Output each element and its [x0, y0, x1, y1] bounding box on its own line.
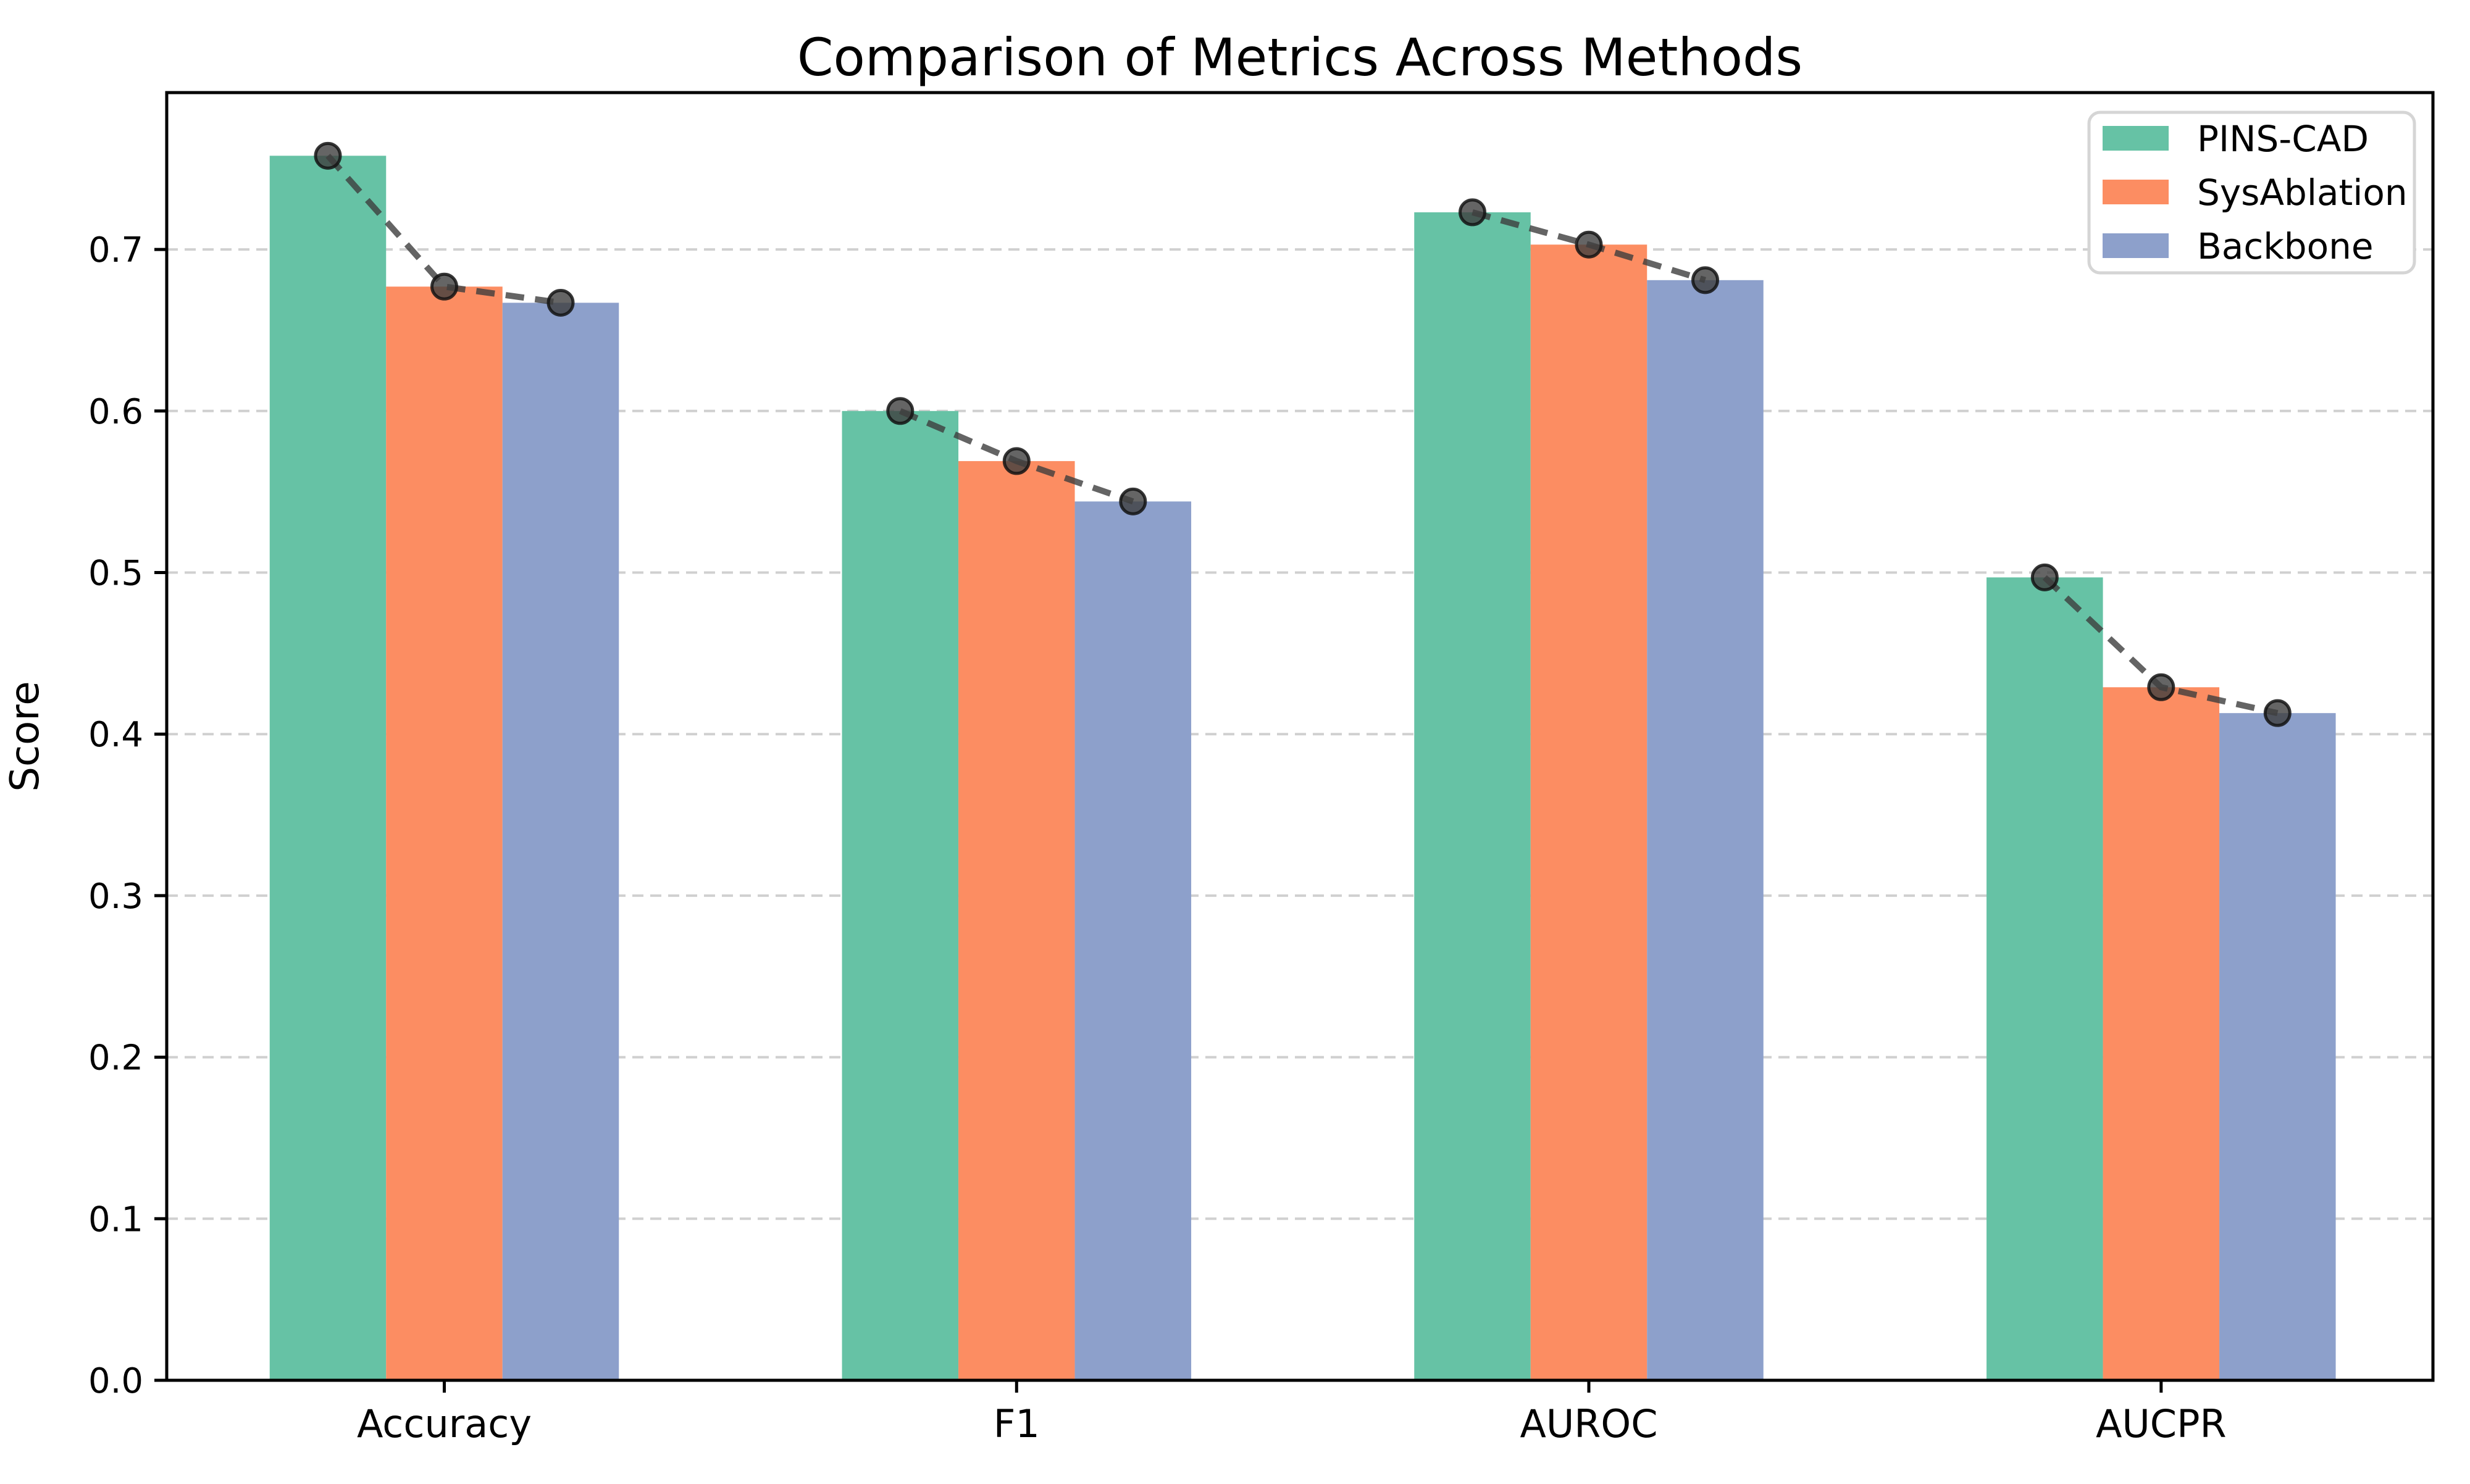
bar-sysablation-auroc: [1530, 244, 1647, 1380]
chart-title: Comparison of Metrics Across Methods: [797, 27, 1802, 88]
y-tick-label: 0.6: [88, 392, 143, 432]
overlay-marker: [2147, 673, 2175, 701]
x-tick-label: AUROC: [1520, 1401, 1658, 1446]
legend-label-sysablation: SysAblation: [2197, 172, 2408, 214]
x-tick-label: AUCPR: [2096, 1401, 2227, 1446]
y-axis-label: Score: [2, 681, 48, 791]
y-tick-label: 0.1: [88, 1199, 143, 1240]
legend-label-pins-cad: PINS-CAD: [2197, 118, 2369, 160]
overlay-line-accuracy: [325, 153, 561, 306]
bar-sysablation-aucpr: [2103, 687, 2220, 1380]
y-tick-label: 0.0: [88, 1361, 143, 1401]
ticks-layer: 0.0 0.1 0.2 0.3 0.4 0.5 0.6 0.7 Accuracy F1 AUROC A…: [88, 230, 2227, 1446]
bar-backbone-auroc: [1647, 280, 1764, 1380]
y-tick-label: 0.7: [88, 230, 143, 270]
overlay-marker: [430, 272, 458, 301]
legend-label-backbone: Backbone: [2197, 225, 2374, 267]
bar-backbone-accuracy: [502, 302, 619, 1381]
y-tick-label: 0.3: [88, 877, 143, 917]
y-tick-label: 0.4: [88, 715, 143, 755]
bars-layer: [269, 156, 2336, 1381]
overlay-marker: [1119, 487, 1147, 515]
overlay-marker: [1002, 447, 1031, 475]
legend-swatch-sysablation: [2103, 180, 2169, 204]
overlay-line-layer: [314, 141, 2292, 727]
overlay-marker: [546, 288, 575, 317]
legend-swatch-backbone: [2103, 233, 2169, 258]
bar-backbone-aucpr: [2219, 713, 2336, 1380]
legend-box: [2087, 110, 2416, 275]
bar-backbone-f1: [1074, 501, 1192, 1380]
y-tick-label: 0.2: [88, 1038, 143, 1078]
overlay-marker: [886, 397, 915, 425]
overlay-marker: [1575, 230, 1603, 259]
bar-sysablation-accuracy: [386, 286, 503, 1380]
overlay-marker: [314, 141, 342, 170]
legend-swatch-pins-cad: [2103, 126, 2169, 151]
overlay-marker: [2263, 699, 2292, 727]
y-tick-label: 0.5: [88, 554, 143, 594]
overlay-marker: [1459, 198, 1486, 227]
bar-sysablation-f1: [958, 461, 1075, 1380]
x-tick-label: F1: [994, 1401, 1040, 1446]
x-tick-label: Accuracy: [357, 1401, 532, 1446]
bar-pins-cad-aucpr: [1986, 577, 2103, 1380]
legend: PINS-CAD SysAblation Backbone: [2087, 110, 2416, 275]
bar-pins-cad-auroc: [1414, 212, 1531, 1381]
bar-pins-cad-accuracy: [269, 156, 387, 1381]
overlay-marker: [1691, 266, 1719, 294]
bar-pins-cad-f1: [842, 411, 959, 1380]
plot-border: [165, 91, 2435, 1382]
overlay-marker: [2030, 563, 2059, 591]
